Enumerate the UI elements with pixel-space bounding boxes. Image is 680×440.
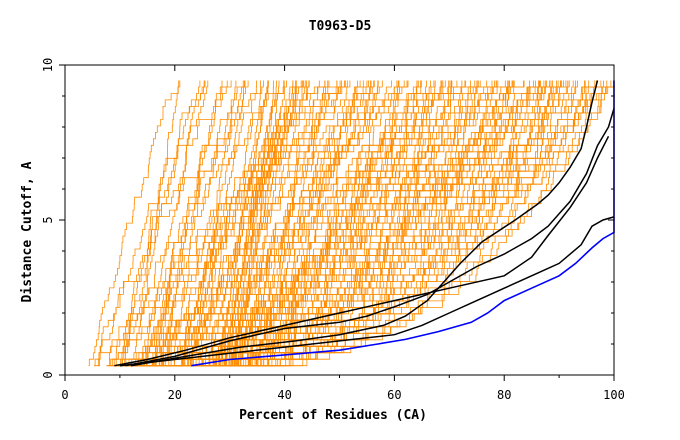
model-curve bbox=[110, 80, 310, 367]
model-curve bbox=[155, 80, 249, 367]
model-curve bbox=[212, 80, 392, 367]
model-curve bbox=[123, 80, 614, 367]
y-tick-label: 5 bbox=[41, 216, 55, 223]
x-axis-label: Percent of Residues (CA) bbox=[239, 408, 427, 423]
highlight-curve bbox=[119, 216, 615, 367]
x-tick-label: 60 bbox=[387, 388, 401, 402]
x-tick-label: 20 bbox=[168, 388, 182, 402]
model-curve bbox=[138, 80, 405, 367]
model-curve bbox=[158, 80, 479, 367]
model-curve bbox=[220, 80, 274, 367]
x-tick-label: 40 bbox=[277, 388, 291, 402]
highlight-curve bbox=[125, 108, 615, 367]
model-curve bbox=[214, 80, 586, 367]
x-tick-label: 0 bbox=[61, 388, 68, 402]
axis-ticks: 0 20 40 60 80 100 0 5 10 bbox=[41, 58, 625, 402]
model-curve bbox=[108, 80, 330, 367]
chart-title: T0963-D5 bbox=[309, 19, 372, 34]
x-tick-label: 80 bbox=[497, 388, 511, 402]
model-curve bbox=[88, 80, 181, 367]
model-curve bbox=[122, 80, 615, 367]
model-curves bbox=[88, 80, 615, 367]
y-tick-label: 0 bbox=[41, 371, 55, 378]
highlight-curve bbox=[130, 80, 599, 367]
highlight-curve bbox=[114, 135, 610, 367]
model-curve bbox=[124, 80, 604, 367]
model-curve bbox=[113, 80, 446, 367]
model-curve bbox=[163, 80, 398, 367]
model-curve bbox=[136, 80, 547, 367]
x-tick-label: 100 bbox=[603, 388, 625, 402]
model-curve bbox=[106, 80, 358, 367]
model-curve bbox=[207, 80, 615, 367]
model-curve bbox=[97, 80, 206, 367]
model-curve bbox=[195, 80, 569, 367]
y-axis-label: Distance Cutoff, A bbox=[20, 161, 35, 302]
model-curve bbox=[169, 80, 612, 367]
model-curve bbox=[116, 80, 435, 367]
model-curve bbox=[244, 80, 596, 367]
model-curve bbox=[94, 80, 264, 367]
model-curve bbox=[124, 80, 513, 367]
y-tick-label: 10 bbox=[41, 58, 55, 72]
model-curve bbox=[132, 80, 578, 367]
